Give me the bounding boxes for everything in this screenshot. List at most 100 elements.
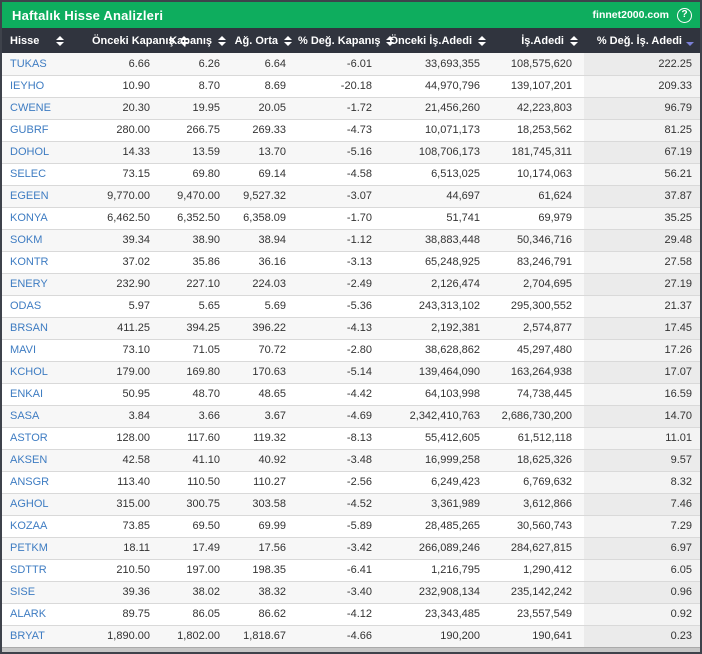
ticker-link[interactable]: PETKM: [10, 542, 48, 554]
ticker-link[interactable]: ENKAI: [10, 388, 44, 400]
value-cell: 128.00: [92, 427, 162, 450]
sort-both-icon[interactable]: [55, 35, 64, 46]
table-row: ANSGR 113.40 110.50 110.27 -2.56 6,249,423 6,7…: [2, 471, 700, 494]
value-cell: 38.90: [162, 229, 232, 252]
value-cell: 17.26: [584, 339, 700, 362]
value-cell: 9,470.00: [162, 185, 232, 208]
ticker-link[interactable]: ASTOR: [10, 432, 48, 444]
value-cell: -4.58: [298, 163, 384, 186]
ticker-link[interactable]: KOZAA: [10, 520, 48, 532]
value-cell: 5.69: [232, 295, 298, 318]
column-header-hisse[interactable]: Hisse: [2, 28, 92, 53]
column-header--nceki-kapan-[interactable]: Önceki Kapanış: [92, 28, 189, 53]
value-cell: 1,802.00: [162, 625, 232, 647]
ticker-link[interactable]: KCHOL: [10, 366, 48, 378]
value-cell: 6,352.50: [162, 207, 232, 230]
ticker-link[interactable]: BRYAT: [10, 630, 45, 642]
ticker-link[interactable]: MAVI: [10, 344, 37, 356]
ticker-link[interactable]: AGHOL: [10, 498, 49, 510]
ticker-link[interactable]: ODAS: [10, 300, 42, 312]
ticker-link[interactable]: AKSEN: [10, 454, 48, 466]
ticker-cell: ANSGR: [2, 471, 92, 494]
value-cell: 3,612,866: [492, 493, 584, 516]
value-cell: 9.57: [584, 449, 700, 472]
column-header-kapan-[interactable]: Kapanış: [162, 28, 232, 53]
value-cell: 315.00: [92, 493, 162, 516]
value-cell: 9,770.00: [92, 185, 162, 208]
value-cell: 117.60: [162, 427, 232, 450]
value-cell: 13.59: [162, 141, 232, 164]
sort-both-icon[interactable]: [283, 35, 292, 46]
ticker-link[interactable]: CWENE: [10, 102, 51, 114]
help-icon[interactable]: ?: [677, 7, 692, 23]
value-cell: 42,223,803: [492, 97, 584, 120]
ticker-link[interactable]: GUBRF: [10, 124, 49, 136]
column-header-i-adedi[interactable]: İş.Adedi: [492, 28, 584, 53]
ticker-link[interactable]: TUKAS: [10, 57, 47, 70]
value-cell: 10.90: [92, 75, 162, 98]
ticker-cell: CWENE: [2, 97, 92, 120]
value-cell: 243,313,102: [384, 295, 492, 318]
ticker-cell: KCHOL: [2, 361, 92, 384]
column-header--de-i-adedi[interactable]: % Değ. İş. Adedi: [584, 28, 700, 53]
value-cell: 179.00: [92, 361, 162, 384]
sort-descending-icon[interactable]: [685, 41, 694, 46]
ticker-link[interactable]: ANSGR: [10, 476, 50, 488]
horizontal-scrollbar-track[interactable]: [2, 647, 700, 652]
ticker-link[interactable]: BRSAN: [10, 322, 48, 334]
value-cell: 139,107,201: [492, 75, 584, 98]
value-cell: 55,412,605: [384, 427, 492, 450]
value-cell: 6,769,632: [492, 471, 584, 494]
value-cell: 86.62: [232, 603, 298, 626]
column-label: Önceki İş.Adedi: [389, 34, 472, 47]
sort-both-icon[interactable]: [217, 35, 226, 46]
table-row: TUKAS 6.66 6.26 6.64 -6.01 33,693,355 108,575,…: [2, 53, 700, 76]
column-header--nceki-i-adedi[interactable]: Önceki İş.Adedi: [384, 28, 492, 53]
ticker-link[interactable]: DOHOL: [10, 146, 50, 158]
value-cell: 190,200: [384, 625, 492, 647]
value-cell: 190,641: [492, 625, 584, 647]
value-cell: 28,485,265: [384, 515, 492, 538]
value-cell: 197.00: [162, 559, 232, 582]
sort-both-icon[interactable]: [477, 35, 486, 46]
sort-up-arrow: [217, 35, 226, 40]
value-cell: 27.19: [584, 273, 700, 296]
value-cell: 96.79: [584, 97, 700, 120]
value-cell: 269.33: [232, 119, 298, 142]
value-cell: 10,071,173: [384, 119, 492, 142]
ticker-link[interactable]: KONYA: [10, 212, 48, 224]
ticker-link[interactable]: KONTR: [10, 256, 49, 268]
value-cell: 39.34: [92, 229, 162, 252]
value-cell: 83,246,791: [492, 251, 584, 274]
value-cell: -4.69: [298, 405, 384, 428]
ticker-link[interactable]: IEYHO: [10, 80, 45, 92]
ticker-cell: DOHOL: [2, 141, 92, 164]
table-row: BRYAT 1,890.00 1,802.00 1,818.67 -4.66 190,20…: [2, 625, 700, 647]
value-cell: -6.41: [298, 559, 384, 582]
value-cell: 44,970,796: [384, 75, 492, 98]
ticker-link[interactable]: EGEEN: [10, 190, 49, 202]
table-row: GUBRF 280.00 266.75 269.33 -4.73 10,071,173 18…: [2, 119, 700, 142]
value-cell: 108,575,620: [492, 53, 584, 76]
value-cell: 36.16: [232, 251, 298, 274]
value-cell: 69.14: [232, 163, 298, 186]
column-header--de-kapan-[interactable]: % Değ. Kapanış: [298, 28, 395, 53]
value-cell: -4.42: [298, 383, 384, 406]
column-header-a-orta[interactable]: Ağ. Orta: [232, 28, 298, 53]
value-cell: 69.99: [232, 515, 298, 538]
value-cell: 3.84: [92, 405, 162, 428]
value-cell: 44,697: [384, 185, 492, 208]
value-cell: -1.72: [298, 97, 384, 120]
table-row: SELEC 73.15 69.80 69.14 -4.58 6,513,025 10,174…: [2, 163, 700, 186]
value-cell: 8.70: [162, 75, 232, 98]
ticker-link[interactable]: SOKM: [10, 234, 43, 246]
title-bar: Haftalık Hisse Analizleri finnet2000.com…: [2, 2, 700, 28]
value-cell: 61,624: [492, 185, 584, 208]
sort-both-icon[interactable]: [569, 35, 578, 46]
ticker-link[interactable]: ENERY: [10, 278, 48, 290]
ticker-link[interactable]: SASA: [10, 410, 40, 422]
ticker-link[interactable]: SISE: [10, 586, 36, 598]
ticker-link[interactable]: SELEC: [10, 168, 47, 180]
ticker-link[interactable]: ALARK: [10, 608, 47, 620]
ticker-link[interactable]: SDTTR: [10, 564, 47, 576]
